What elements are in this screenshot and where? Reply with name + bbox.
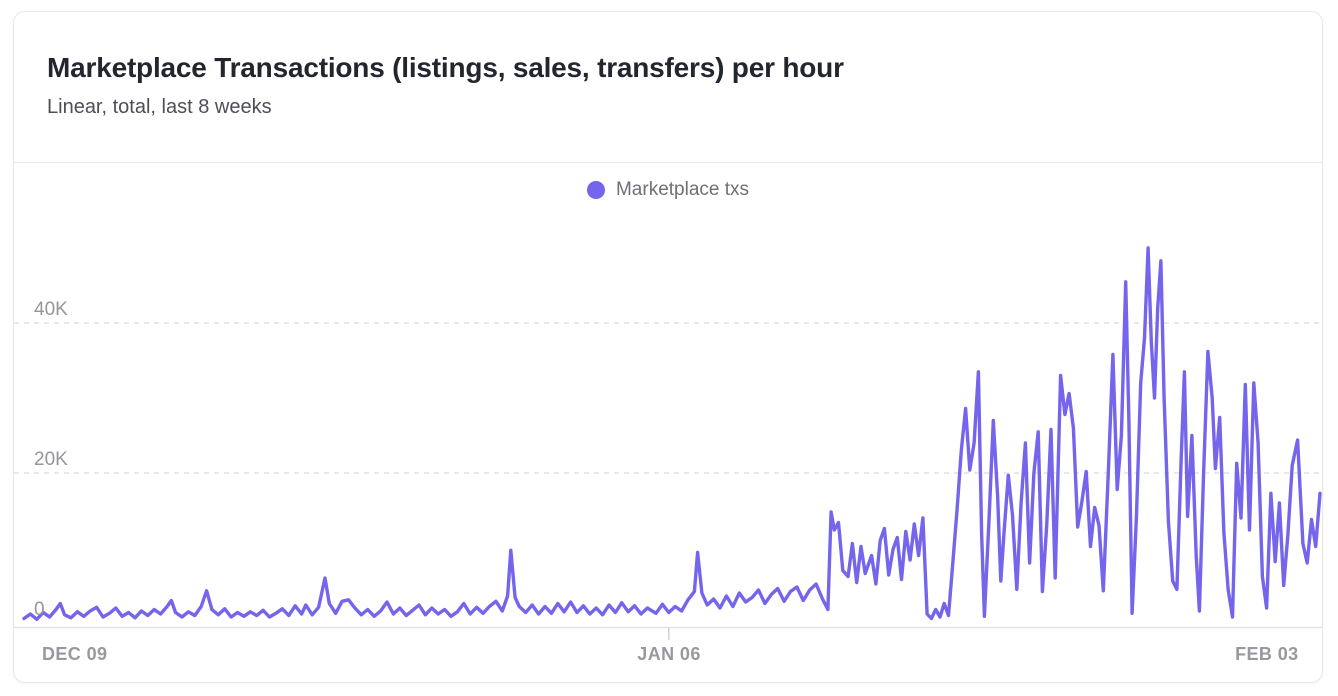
x-axis-label-jan-06: JAN 06 [637,644,701,664]
chart-title: Marketplace Transactions (listings, sale… [47,52,844,83]
x-axis-label-feb-03: FEB 03 [1235,644,1299,664]
line-chart-plot[interactable] [14,163,1322,682]
legend-label: Marketplace txs [615,179,750,200]
chart-card: Marketplace Transactions (listings, sale… [13,11,1323,683]
y-axis-label-20K: 20K [34,449,68,470]
legend: Marketplace txs [14,175,1322,205]
legend-dot-icon [586,181,605,199]
x-axis-label-dec-09: DEC 09 [42,644,108,664]
y-axis-label-0: 0 [34,599,45,620]
chart-header: Marketplace Transactions (listings, sale… [14,12,1322,163]
legend-item-marketplace-txs[interactable]: Marketplace txs [586,179,750,201]
y-axis-label-40K: 40K [34,299,68,320]
chart-subtitle: Linear, total, last 8 weeks [47,96,272,119]
chart-area[interactable]: Marketplace txs 0 20K 40K DEC 09 JAN 06 FEB 0… [14,163,1322,682]
